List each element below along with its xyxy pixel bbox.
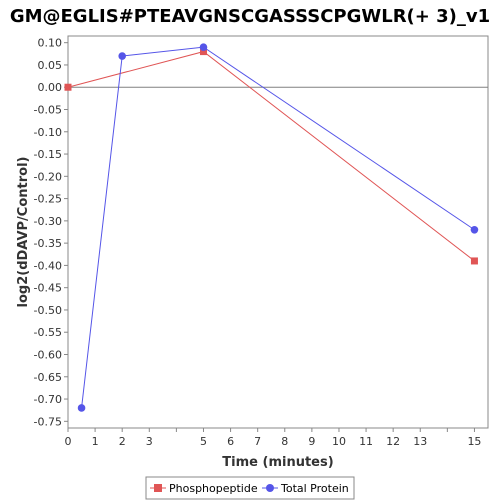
y-tick-label: -0.45 (34, 282, 62, 295)
legend-label-phosphopeptide: Phosphopeptide (169, 482, 258, 495)
legend-marker-total-protein (266, 484, 274, 492)
legend: Phosphopeptide Total Protein (145, 476, 355, 500)
data-point-total-protein (118, 52, 126, 60)
y-tick-label: -0.20 (34, 170, 62, 183)
data-point-total-protein (199, 43, 208, 51)
y-tick-label: -0.10 (34, 126, 62, 139)
y-tick-label: -0.15 (34, 148, 62, 161)
y-tick-label: 0.00 (38, 81, 63, 94)
data-point-phosphopeptide (64, 83, 72, 91)
x-axis: 0 1 2 3 5 6 7 8 9 10 11 12 13 15 (65, 428, 481, 448)
data-point-total-protein (77, 404, 86, 412)
x-tick-label: 2 (119, 435, 126, 448)
y-tick-label: -0.60 (34, 349, 62, 362)
legend-box (145, 476, 355, 500)
legend-marker-phosphopeptide (154, 484, 162, 492)
x-tick-label: 11 (359, 435, 373, 448)
y-tick-label: -0.05 (34, 104, 62, 117)
y-tick-label: -0.40 (34, 259, 62, 272)
x-tick-label: 10 (332, 435, 346, 448)
y-tick-label: -0.65 (34, 371, 62, 384)
series-line-total-protein (81, 46, 475, 409)
data-point-total-protein (470, 225, 479, 234)
data-point-phosphopeptide (470, 257, 478, 265)
y-axis: 0.10 0.05 0.00 -0.05 -0.10 -0.15 -0.20 -0.25 -0.… (34, 37, 68, 428)
data-point-phosphopeptide (199, 48, 207, 56)
y-tick-label: 0.05 (38, 59, 63, 72)
y-tick-label: -0.75 (34, 415, 62, 428)
x-tick-label: 15 (467, 435, 481, 448)
legend-label-total-protein: Total Protein (280, 482, 349, 495)
y-tick-label: -0.30 (34, 215, 62, 228)
plot-area (67, 35, 489, 429)
x-tick-label: 0 (65, 435, 72, 448)
y-tick-label: -0.55 (34, 326, 62, 339)
x-tick-label: 3 (146, 435, 153, 448)
x-tick-label: 5 (200, 435, 207, 448)
y-tick-label: -0.25 (34, 193, 62, 206)
y-tick-label: 0.10 (38, 37, 63, 50)
chart-title: GM@EGLIS#PTEAVGNSCGASSSCPGWLR(+ 3)_v1 (10, 6, 490, 27)
x-tick-label: 7 (254, 435, 261, 448)
x-tick-label: 6 (227, 435, 234, 448)
x-tick-label: 9 (308, 435, 315, 448)
x-tick-label: 12 (386, 435, 400, 448)
y-axis-title: log2(dDAVP/Control) (16, 157, 31, 308)
x-axis-title: Time (minutes) (222, 455, 333, 470)
x-tick-label: 8 (281, 435, 288, 448)
y-tick-label: -0.35 (34, 237, 62, 250)
y-tick-label: -0.50 (34, 304, 62, 317)
y-tick-label: -0.70 (34, 393, 62, 406)
series-layer (64, 43, 479, 412)
x-tick-label: 13 (413, 435, 427, 448)
x-tick-label: 1 (92, 435, 99, 448)
